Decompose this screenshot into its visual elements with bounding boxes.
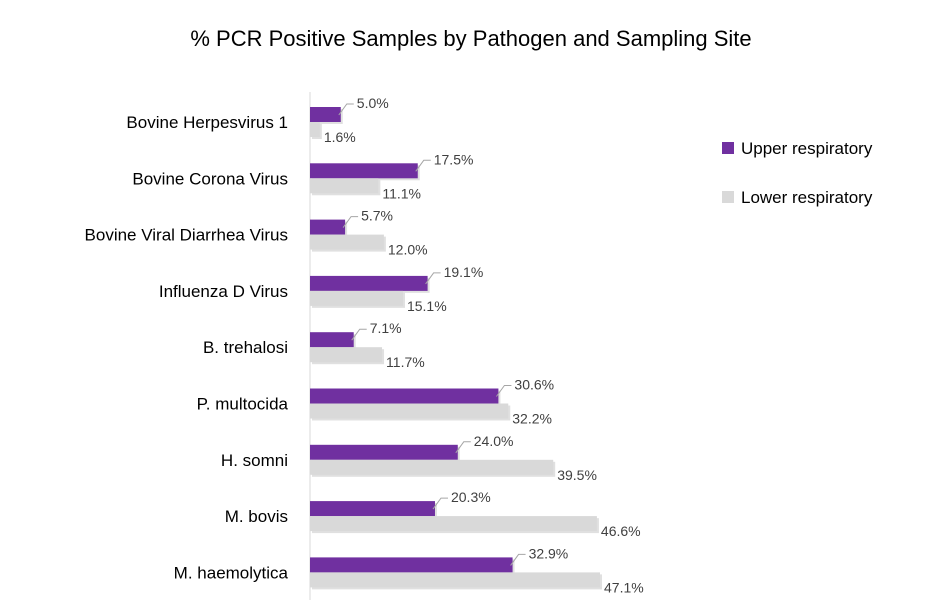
data-label: 32.2%	[512, 411, 552, 427]
bar-upper-respiratory	[310, 388, 499, 404]
bar-upper-respiratory	[310, 557, 513, 573]
legend-label: Upper respiratory	[741, 139, 873, 158]
bar-lower-respiratory	[310, 459, 554, 475]
leader-line	[510, 553, 526, 566]
data-label: 24.0%	[474, 433, 514, 449]
leader-line	[496, 385, 512, 397]
category-label: Bovine Herpesvirus 1	[126, 113, 288, 132]
data-label: 1.6%	[324, 129, 356, 145]
leader-line	[342, 216, 359, 228]
data-label: 5.0%	[357, 95, 389, 111]
data-label: 20.3%	[451, 489, 491, 505]
legend-swatch	[722, 191, 734, 203]
bar-upper-respiratory	[310, 163, 418, 179]
legend-swatch	[722, 142, 734, 154]
leader-line	[338, 103, 354, 116]
bar-lower-respiratory	[310, 347, 383, 363]
leader-line	[432, 497, 448, 510]
data-label: 17.5%	[434, 151, 474, 167]
data-label: 11.7%	[386, 354, 425, 370]
data-label: 11.1%	[382, 185, 421, 201]
category-label: B. trehalosi	[203, 338, 288, 357]
data-label: 32.9%	[529, 545, 569, 561]
leader-line	[351, 328, 367, 341]
bar-upper-respiratory	[310, 219, 346, 235]
leader-line	[425, 272, 441, 285]
data-label: 46.6%	[601, 523, 641, 539]
data-label: 15.1%	[407, 298, 447, 314]
bar-upper-respiratory	[310, 444, 458, 460]
data-label: 39.5%	[557, 467, 597, 483]
chart-title: % PCR Positive Samples by Pathogen and S…	[190, 26, 751, 51]
category-label: H. somni	[221, 451, 288, 470]
category-label: Bovine Corona Virus	[132, 169, 288, 188]
category-label: Bovine Viral Diarrhea Virus	[85, 226, 288, 245]
bar-lower-respiratory	[310, 403, 509, 419]
data-label: 7.1%	[370, 320, 402, 336]
data-label: 19.1%	[444, 264, 484, 280]
leader-line	[415, 159, 431, 172]
bar-lower-respiratory	[310, 234, 384, 250]
legend: Upper respiratory Lower respiratory	[722, 139, 873, 207]
bar-lower-respiratory	[310, 178, 379, 194]
bar-lower-respiratory	[310, 290, 403, 306]
bar-lower-respiratory	[310, 516, 597, 532]
category-label: Influenza D Virus	[159, 282, 288, 301]
category-label: M. haemolytica	[174, 563, 289, 582]
legend-label: Lower respiratory	[741, 188, 873, 207]
category-label: P. multocida	[197, 395, 289, 414]
leader-line	[455, 441, 471, 454]
bar-lower-respiratory	[310, 122, 320, 137]
bar-upper-respiratory	[310, 501, 435, 517]
bar-upper-respiratory	[310, 107, 341, 122]
data-label: 47.1%	[604, 579, 644, 595]
data-label: 30.6%	[514, 377, 554, 393]
bar-upper-respiratory	[310, 275, 428, 291]
bar-upper-respiratory	[310, 332, 354, 348]
data-label: 12.0%	[388, 242, 428, 258]
category-label: M. bovis	[225, 507, 288, 526]
bar-lower-respiratory	[310, 572, 600, 588]
data-label: 5.7%	[361, 208, 393, 224]
